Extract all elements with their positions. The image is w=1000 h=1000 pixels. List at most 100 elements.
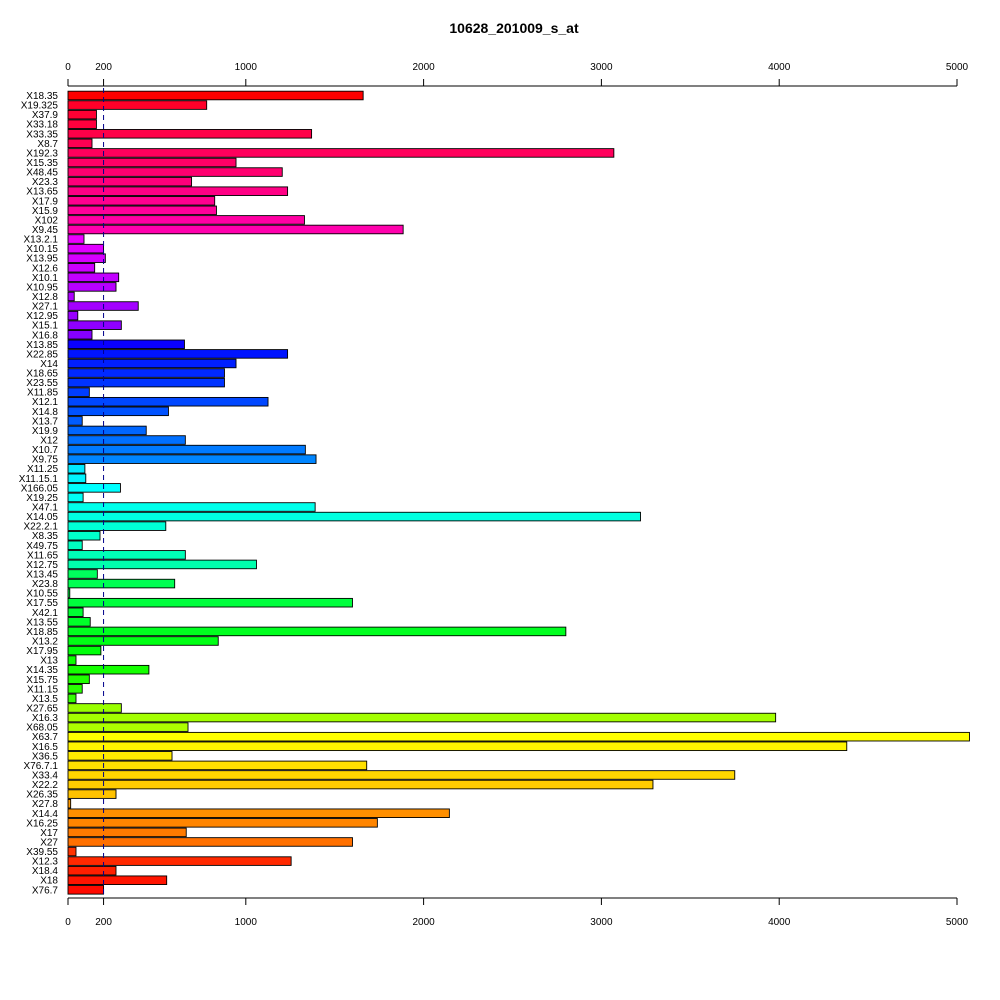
bar <box>67 607 84 618</box>
bar <box>67 330 93 340</box>
category-label: X15.35 <box>26 158 58 169</box>
bar <box>67 588 71 598</box>
bar <box>67 176 193 187</box>
category-label: X11.15.1 <box>19 474 59 485</box>
category-label: X23.3 <box>32 177 59 188</box>
bar <box>67 741 848 752</box>
bar <box>67 865 117 876</box>
category-label: X18.4 <box>32 866 59 877</box>
category-label: X23.8 <box>32 579 59 590</box>
bottom-tick-label: 4000 <box>768 917 791 928</box>
bar <box>67 521 167 531</box>
category-label: X17.95 <box>26 646 58 657</box>
bottom-tick-label: 5000 <box>946 917 969 928</box>
bar <box>67 263 96 273</box>
bar <box>67 234 85 244</box>
bottom-tick-label: 0 <box>65 917 71 928</box>
category-label: X22.85 <box>26 349 58 360</box>
bar <box>67 454 317 464</box>
category-label: X27.65 <box>26 703 58 714</box>
bar <box>67 435 186 445</box>
bar <box>67 406 169 417</box>
category-label: X17.9 <box>32 196 59 207</box>
category-label: X16.5 <box>32 742 59 753</box>
top-tick-label: 3000 <box>590 62 613 73</box>
bar <box>67 789 117 799</box>
bar <box>67 90 364 101</box>
bottom-tick-label: 3000 <box>590 917 613 928</box>
bottom-tick-label: 2000 <box>412 917 435 928</box>
bar <box>67 167 283 177</box>
category-label: X13.55 <box>26 617 58 628</box>
category-label: X12.95 <box>26 311 58 322</box>
bar <box>67 444 306 455</box>
category-label: X13.85 <box>26 340 58 351</box>
bottom-tick-label: 1000 <box>235 917 258 928</box>
bar <box>67 808 450 819</box>
category-label: X12.8 <box>32 292 59 303</box>
bottom-tick-label: 200 <box>95 917 112 928</box>
category-label: X14.8 <box>32 407 59 418</box>
bar <box>67 282 117 292</box>
bar <box>67 626 567 637</box>
bar <box>67 540 83 551</box>
category-label: X12.3 <box>32 857 59 868</box>
bar <box>67 875 168 885</box>
bar <box>67 502 316 512</box>
bar <box>67 664 150 675</box>
category-label: X37.9 <box>32 110 59 121</box>
bar <box>67 109 97 120</box>
category-label: X63.7 <box>32 732 59 743</box>
bar <box>67 885 105 895</box>
category-label: X13 <box>40 656 58 667</box>
bar <box>67 377 225 388</box>
category-label: X192.3 <box>26 148 58 159</box>
category-label: X13.45 <box>26 570 58 581</box>
bar <box>67 473 87 484</box>
bar <box>67 186 289 196</box>
category-label: X13.2.1 <box>24 235 59 246</box>
category-label: X18.65 <box>26 369 58 380</box>
category-label: X33.18 <box>26 120 58 131</box>
category-label: X16.8 <box>32 330 59 341</box>
category-label: X13.2 <box>32 636 59 647</box>
category-label: X76.7.1 <box>24 761 59 772</box>
category-label: X15.75 <box>26 675 58 686</box>
bar <box>67 272 120 283</box>
bar <box>67 617 91 627</box>
bar <box>67 463 86 474</box>
bar <box>67 703 122 713</box>
bar <box>67 751 173 761</box>
category-label: X49.75 <box>26 541 58 552</box>
bar <box>67 550 186 560</box>
bar <box>67 645 102 656</box>
bar <box>67 511 641 522</box>
top-tick-label: 4000 <box>768 62 791 73</box>
bar <box>67 798 72 809</box>
category-label: X23.55 <box>26 378 58 389</box>
bar <box>67 530 101 541</box>
bar <box>67 416 83 426</box>
bar <box>67 291 75 302</box>
category-label: X47.1 <box>32 503 59 514</box>
bar <box>67 569 98 579</box>
category-label: X166.05 <box>21 483 59 494</box>
bar <box>67 310 79 321</box>
category-label: X19.25 <box>26 493 58 504</box>
category-label: X10.55 <box>26 589 58 600</box>
category-label: X42.1 <box>32 608 59 619</box>
category-label: X11.85 <box>27 388 58 399</box>
category-label: X39.55 <box>26 847 58 858</box>
category-label: X11.25 <box>27 464 58 475</box>
bar <box>67 425 147 436</box>
bar <box>67 674 90 685</box>
category-label: X33.4 <box>32 770 59 781</box>
category-label: X10.7 <box>32 445 59 456</box>
category-label: X48.45 <box>26 168 58 179</box>
bar <box>67 770 736 780</box>
category-label: X9.45 <box>32 225 59 236</box>
category-label: X76.7 <box>32 885 59 896</box>
bar <box>67 846 77 857</box>
category-label: X12 <box>40 436 58 447</box>
category-label: X27.8 <box>32 799 59 810</box>
